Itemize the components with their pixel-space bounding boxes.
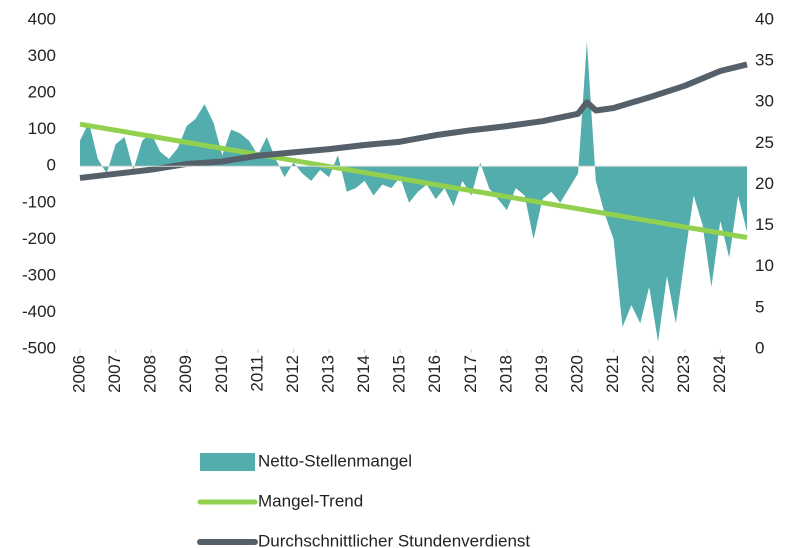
x-tick-label: 2024 — [710, 355, 729, 393]
x-tick-label: 2006 — [69, 355, 88, 393]
line — [79, 121, 748, 240]
legend-swatch — [200, 453, 255, 471]
x-tick-label: 2016 — [425, 355, 444, 393]
y2-tick-label: 40 — [755, 9, 774, 28]
y2-tick-label: 20 — [755, 174, 774, 193]
y-tick-label: -400 — [22, 302, 56, 321]
x-tick-label: 2015 — [390, 355, 409, 393]
y2-tick-label: 25 — [755, 133, 774, 152]
y-tick-label: 200 — [28, 83, 56, 102]
x-tick-label: 2013 — [318, 355, 337, 393]
area — [80, 41, 747, 342]
legend-label: Durchschnittlicher Stundenverdienst — [258, 531, 530, 548]
y-tick-label: 400 — [28, 9, 56, 28]
x-tick-label: 2009 — [176, 355, 195, 393]
y-tick-label: 300 — [28, 46, 56, 65]
legend-label: Netto-Stellenmangel — [258, 451, 412, 470]
x-tick-label: 2018 — [496, 355, 515, 393]
y2-tick-label: 30 — [755, 92, 774, 111]
y-tick-label: 100 — [28, 119, 56, 138]
y-tick-label: 0 — [47, 156, 56, 175]
x-tick-label: 2012 — [283, 355, 302, 393]
x-tick-label: 2008 — [141, 355, 160, 393]
x-tick-label: 2019 — [532, 355, 551, 393]
x-tick-label: 2007 — [105, 355, 124, 393]
x-tick-label: 2011 — [247, 355, 266, 392]
y2-tick-label: 15 — [755, 215, 774, 234]
y2-tick-label: 10 — [755, 256, 774, 275]
y-tick-label: -500 — [22, 338, 56, 357]
y-tick-label: -200 — [22, 229, 56, 248]
y-tick-label: -100 — [22, 192, 56, 211]
x-tick-label: 2017 — [461, 355, 480, 393]
legend-label: Mangel-Trend — [258, 491, 363, 510]
y2-tick-label: 35 — [755, 51, 774, 70]
y-tick-label: -300 — [22, 265, 56, 284]
x-tick-label: 2022 — [639, 355, 658, 393]
y2-tick-label: 0 — [755, 338, 764, 357]
x-tick-label: 2020 — [568, 355, 587, 393]
x-tick-label: 2021 — [603, 355, 622, 393]
x-tick-label: 2010 — [212, 355, 231, 393]
line — [79, 61, 748, 181]
x-tick-label: 2023 — [674, 355, 693, 393]
y2-tick-label: 5 — [755, 297, 764, 316]
x-tick-label: 2014 — [354, 355, 373, 393]
